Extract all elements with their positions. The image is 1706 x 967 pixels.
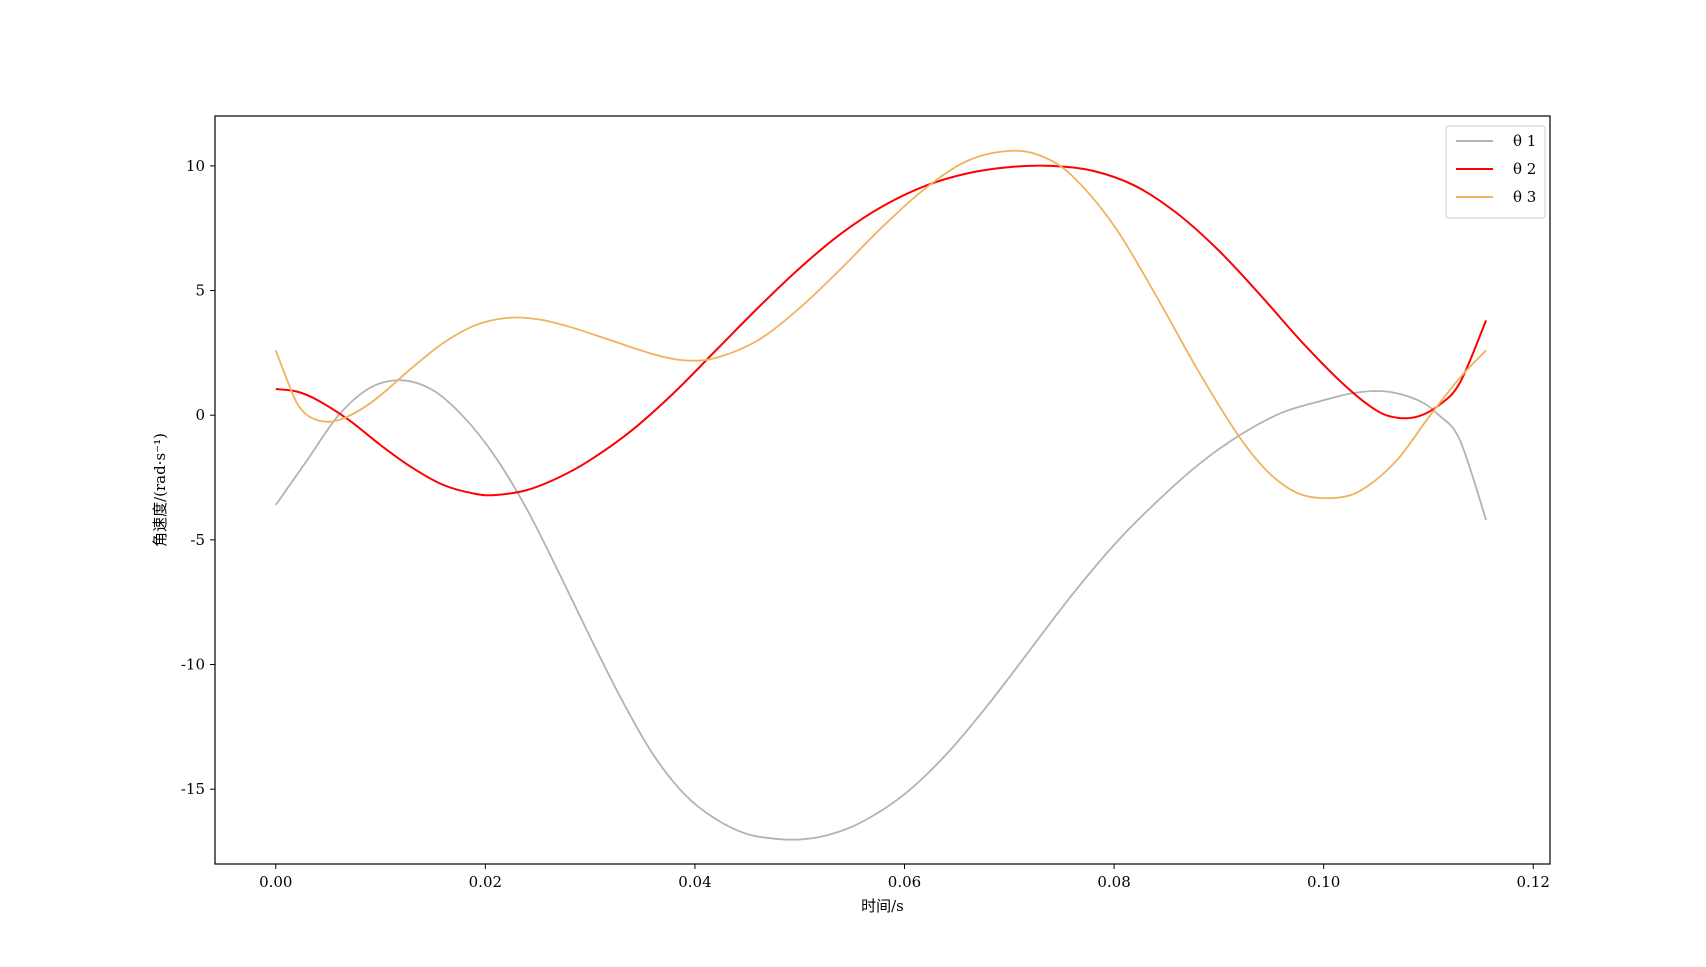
- legend-label-theta-1: θ 1: [1513, 132, 1536, 150]
- legend-label-theta-2: θ 2: [1513, 160, 1536, 178]
- y-tick-label: -5: [190, 531, 205, 549]
- x-tick-label: 0.10: [1307, 873, 1340, 891]
- plot-area-frame: [214, 115, 1551, 865]
- series-line-theta-1: [275, 379, 1487, 841]
- y-axis-label: 角速度/(rad·s⁻¹): [151, 433, 169, 547]
- x-tick-label: 0.00: [259, 873, 292, 891]
- y-tick-label: 10: [186, 157, 205, 175]
- legend-label-theta-3: θ 3: [1513, 188, 1536, 206]
- y-tick-label: -10: [181, 656, 205, 674]
- legend: θ 1 θ 2 θ 3: [1445, 125, 1546, 219]
- y-tick-label: 5: [195, 282, 205, 300]
- x-tick-label: 0.08: [1097, 873, 1130, 891]
- x-tick-label: 0.04: [678, 873, 711, 891]
- series-line-theta-2: [275, 164, 1488, 497]
- x-axis: 0.00 0.02 0.04 0.06 0.08 0.10 0.12: [259, 864, 1550, 891]
- series-line-theta-3: [274, 149, 1487, 500]
- x-tick-label: 0.02: [469, 873, 502, 891]
- legend-box: [1445, 125, 1546, 219]
- y-tick-label: 0: [195, 406, 205, 424]
- x-axis-label: 时间/s: [861, 897, 904, 915]
- y-axis: 10 5 0 -5 -10 -15: [181, 157, 215, 798]
- x-tick-label: 0.06: [888, 873, 921, 891]
- y-tick-label: -15: [181, 780, 205, 798]
- series-layer: [274, 149, 1488, 841]
- x-tick-label: 0.12: [1517, 873, 1550, 891]
